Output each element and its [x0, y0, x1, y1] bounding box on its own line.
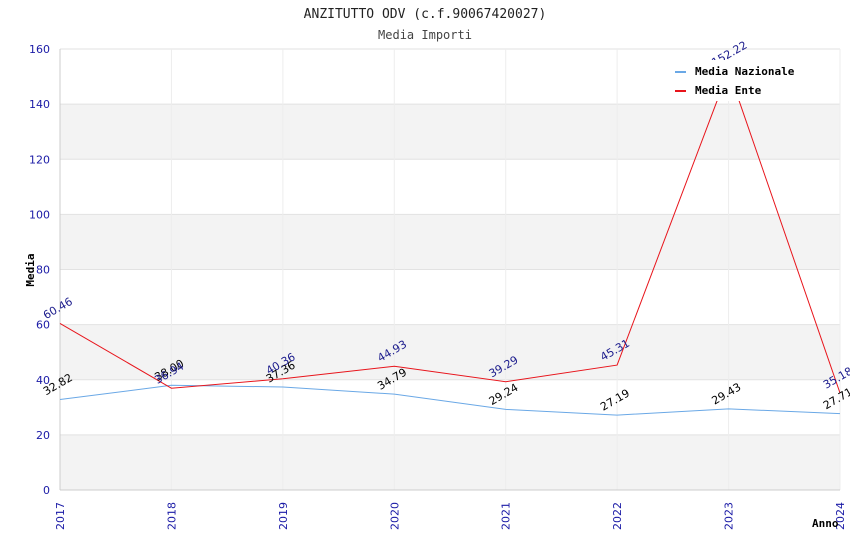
grid-band [60, 434, 840, 490]
legend-label-media-ente: Media Ente [695, 84, 762, 97]
x-tick-labels: 2017 2018 2019 2020 2021 2022 2023 2024 [54, 502, 847, 530]
y-tick-label: 0 [43, 484, 50, 497]
x-tick-label: 2020 [388, 502, 401, 530]
data-label: 29.24 [487, 381, 521, 408]
data-label: 29.43 [710, 380, 744, 407]
y-tick-label: 140 [29, 98, 50, 111]
y-axis-label: Media [24, 253, 37, 286]
y-tick-labels: 0 20 40 60 80 100 120 140 160 [29, 43, 50, 497]
legend-label-media-nazionale: Media Nazionale [695, 65, 795, 78]
y-tick-label: 40 [36, 374, 50, 387]
x-tick-label: 2021 [500, 502, 513, 530]
grid-band [60, 104, 840, 160]
series-lines [59, 68, 841, 416]
y-tick-label: 60 [36, 319, 50, 332]
x-tick-label: 2022 [611, 502, 624, 530]
data-label: 27.19 [598, 387, 632, 414]
y-tick-label: 80 [36, 264, 50, 277]
x-axis-label: Anno [812, 517, 839, 530]
grid-band [60, 214, 840, 270]
series-line [59, 384, 841, 416]
chart-title: ANZITUTTO ODV (c.f.90067420027) [304, 7, 547, 22]
grid-bands [60, 104, 840, 490]
axes [59, 49, 840, 491]
y-tick-label: 20 [36, 429, 50, 442]
x-tick-label: 2024 [834, 502, 847, 530]
grid-band [60, 324, 840, 380]
y-tick-label: 100 [29, 208, 50, 221]
y-tick-label: 120 [29, 153, 50, 166]
y-tick-label: 160 [29, 43, 50, 56]
x-tick-label: 2018 [165, 502, 178, 530]
x-tick-label: 2023 [723, 502, 736, 530]
series-line [59, 68, 841, 394]
chart-subtitle: Media Importi [378, 28, 472, 42]
data-label: 60.46 [41, 295, 75, 322]
x-tick-label: 2017 [54, 502, 67, 530]
x-tick-label: 2019 [277, 502, 290, 530]
legend-box [669, 60, 809, 101]
legend: Media Nazionale Media Ente [669, 60, 809, 101]
